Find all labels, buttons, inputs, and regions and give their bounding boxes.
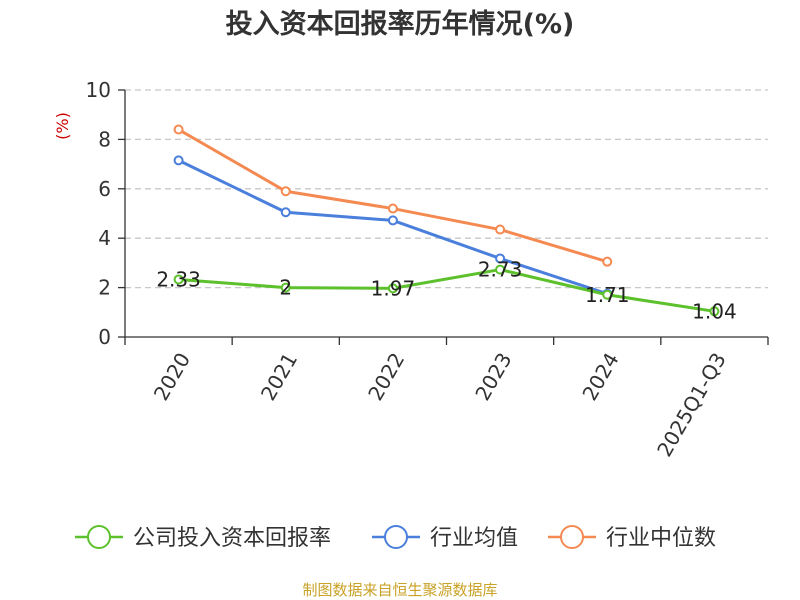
- x-tick-label: 2021: [256, 349, 302, 405]
- chart-title: 投入资本回报率历年情况(%): [226, 8, 575, 40]
- data-point: [602, 289, 613, 300]
- legend-item-2[interactable]: 行业中位数: [548, 525, 716, 551]
- data-point: [280, 207, 291, 218]
- legend-label: 行业均值: [430, 526, 518, 551]
- series-line-1: [177, 158, 609, 296]
- data-point: [495, 224, 506, 235]
- data-point: [173, 155, 184, 166]
- y-tick-label: 8: [98, 127, 111, 151]
- data-point: [495, 253, 506, 264]
- data-label: 2.33: [156, 267, 201, 291]
- x-tick-label: 2023: [470, 349, 516, 405]
- data-labels: 2.33 2 1.97 2.73 1.71 1.04: [156, 258, 736, 324]
- x-tick-label: 2024: [577, 349, 623, 405]
- series-line-0: [177, 268, 716, 313]
- data-point: [709, 306, 720, 317]
- gridlines: [125, 89, 768, 289]
- data-point: [173, 274, 184, 285]
- legend-label: 公司投入资本回报率: [133, 526, 331, 551]
- y-tick-label: 4: [98, 226, 111, 250]
- data-label: 1.97: [371, 276, 416, 300]
- data-label: 2: [279, 276, 292, 300]
- legend-item-0[interactable]: 公司投入资本回报率: [75, 525, 331, 551]
- y-tick-label: 10: [86, 78, 111, 102]
- data-label: 1.71: [585, 283, 630, 307]
- y-axis-label: (%): [53, 112, 72, 140]
- data-point: [387, 283, 398, 294]
- data-point: [387, 203, 398, 214]
- series-lines: [173, 124, 720, 317]
- legend-marker: [560, 525, 584, 549]
- legend-marker: [384, 525, 408, 549]
- data-point: [387, 215, 398, 226]
- source-note: 制图数据来自恒生聚源数据库: [302, 581, 497, 599]
- data-label: 2.73: [478, 258, 523, 282]
- legend[interactable]: 公司投入资本回报率 行业均值 行业中位数: [75, 525, 716, 551]
- legend-marker: [87, 525, 111, 549]
- data-point: [280, 186, 291, 197]
- x-tick-label: 2022: [363, 349, 409, 405]
- legend-item-1[interactable]: 行业均值: [372, 525, 518, 551]
- legend-label: 行业中位数: [606, 526, 716, 551]
- data-label: 1.04: [692, 299, 737, 323]
- y-tick-label: 6: [98, 177, 111, 201]
- data-point: [602, 256, 613, 267]
- data-point: [173, 124, 184, 135]
- x-tick-label: 2025Q1-Q3: [652, 349, 731, 461]
- data-point: [495, 264, 506, 275]
- y-tick-label: 2: [98, 276, 111, 300]
- data-point: [280, 282, 291, 293]
- series-line-2: [177, 128, 609, 264]
- y-tick-label: 0: [98, 325, 111, 349]
- x-tick-label: 2020: [149, 349, 195, 405]
